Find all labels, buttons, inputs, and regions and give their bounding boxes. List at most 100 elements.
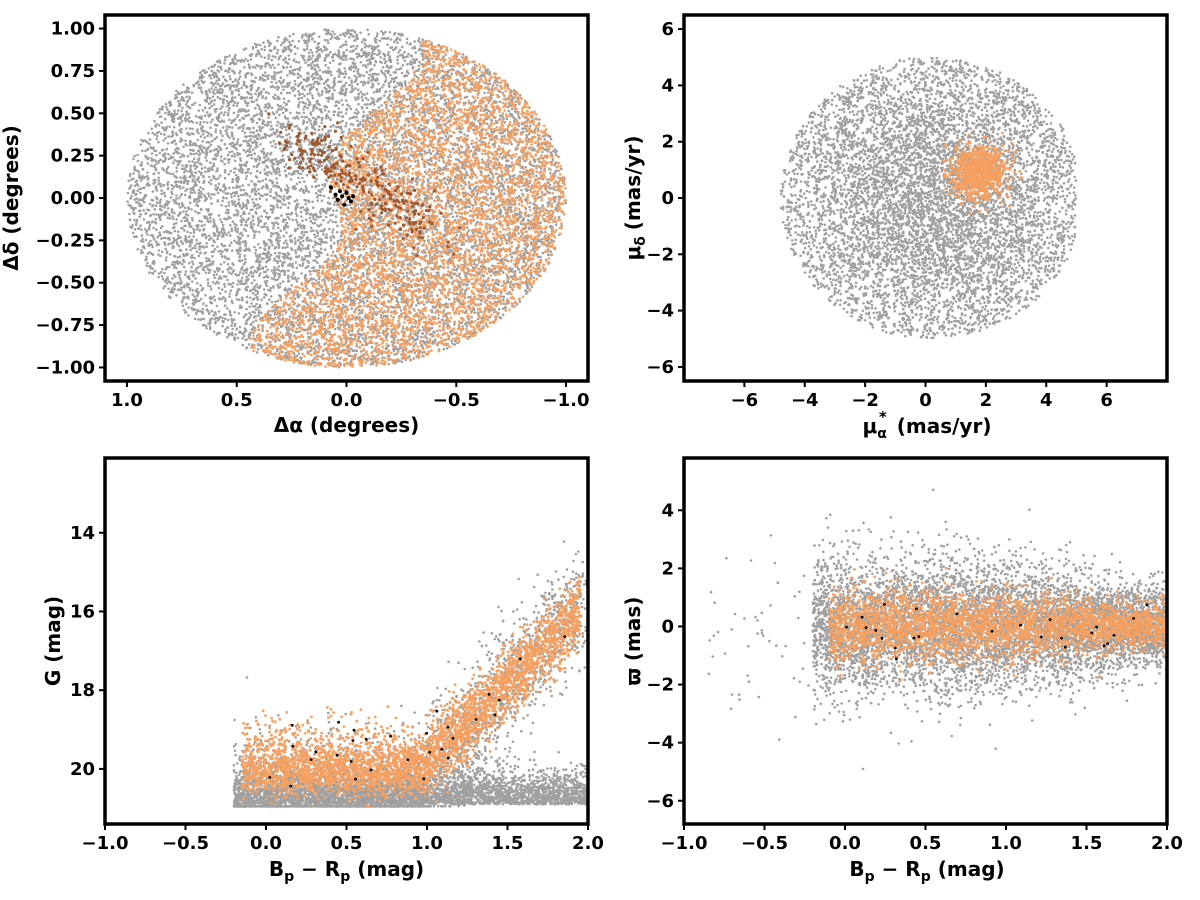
sky-point-field <box>466 134 469 137</box>
sky-point-field <box>508 266 512 270</box>
sky-point-field <box>363 42 367 46</box>
sky-point-field <box>160 250 164 254</box>
sky-point-field <box>196 138 200 142</box>
sky-point-field <box>484 203 488 206</box>
sky-point-field <box>281 264 284 268</box>
sky-point-field <box>352 147 356 150</box>
sky-point-field <box>549 137 553 141</box>
sky-point-field <box>270 231 273 235</box>
sky-point-field <box>314 243 317 247</box>
sky-point-field <box>236 101 240 105</box>
sky-point-field <box>154 240 158 243</box>
sky-point-field <box>254 293 257 297</box>
sky-point-field <box>417 242 421 245</box>
sky-point-field <box>425 205 429 208</box>
sky-point-field <box>310 278 314 281</box>
sky-point-field <box>304 315 308 319</box>
sky-point-field <box>405 41 409 44</box>
sky-point-field <box>206 134 209 138</box>
sky-point-field <box>191 160 194 163</box>
sky-point-field <box>495 182 499 186</box>
sky-point-field <box>233 239 236 243</box>
sky-point-field <box>445 131 449 135</box>
sky-point-field <box>436 329 439 333</box>
sky-point-field <box>383 94 386 97</box>
sky-point-field <box>286 245 289 248</box>
sky-point-field <box>264 65 267 68</box>
sky-point-field <box>522 258 526 262</box>
sky-point-field <box>217 145 220 148</box>
sky-point-field <box>230 227 233 230</box>
sky-point-field <box>294 218 298 222</box>
sky-point-field <box>195 238 199 242</box>
sky-point-field <box>245 322 248 325</box>
sky-point-field <box>387 362 391 366</box>
sky-point-field <box>221 126 225 129</box>
sky-point-field <box>337 107 341 110</box>
sky-point-field <box>468 205 472 209</box>
sky-point-field <box>370 67 374 71</box>
sky-point-field <box>274 217 277 220</box>
sky-point-field <box>327 221 330 224</box>
sky-point-field <box>423 150 427 153</box>
sky-point-field <box>294 251 298 255</box>
sky-point-field <box>331 97 335 100</box>
sky-point-field <box>382 72 386 75</box>
sky-point-field <box>136 159 140 163</box>
sky-point-field <box>300 96 304 100</box>
sky-point-field <box>260 47 263 51</box>
sky-point-field <box>253 135 256 138</box>
sky-point-field <box>380 104 383 107</box>
sky-point-field <box>329 50 332 54</box>
sky-point-field <box>248 147 252 151</box>
sky-point-field <box>315 106 319 110</box>
sky-point-field <box>258 171 262 174</box>
sky-point-field <box>284 125 288 129</box>
sky-point-field <box>353 74 357 78</box>
sky-point-field <box>302 180 306 183</box>
sky-point-field <box>292 294 296 297</box>
sky-point-field <box>231 281 235 285</box>
sky-point-field <box>377 347 380 351</box>
sky-point-field <box>233 155 237 158</box>
sky-point-field <box>461 288 464 291</box>
sky-point-field <box>233 167 236 170</box>
sky-point-field <box>202 265 206 269</box>
sky-point-field <box>197 188 201 192</box>
sky-point-field <box>470 316 474 319</box>
sky-point-field <box>341 306 344 310</box>
sky-point-field <box>305 211 309 215</box>
sky-point-field <box>288 81 292 85</box>
sky-point-field <box>305 85 309 88</box>
sky-point-field <box>199 86 203 89</box>
sky-point-field <box>279 147 282 150</box>
sky-point-field <box>282 194 286 198</box>
sky-point-field <box>264 222 267 225</box>
sky-point-field <box>232 111 236 115</box>
sky-point-field <box>258 205 262 208</box>
sky-point-field <box>167 287 170 291</box>
sky-point-field <box>244 57 247 61</box>
sky-point-field <box>405 74 409 78</box>
sky-point-field <box>461 53 465 56</box>
sky-point-field <box>264 193 267 196</box>
sky-point-field <box>350 307 354 310</box>
sky-point-field <box>191 262 195 266</box>
sky-point-field <box>288 57 291 61</box>
sky-point-field <box>249 266 253 270</box>
sky-point-field <box>342 51 346 54</box>
sky-point-field <box>344 112 348 115</box>
sky-point-field <box>210 317 213 320</box>
sky-point-field <box>349 292 352 296</box>
sky-point-field <box>397 339 400 342</box>
sky-point-field <box>317 184 321 187</box>
sky-point-field <box>143 227 147 231</box>
sky-point-field <box>238 71 241 75</box>
sky-point-field <box>282 78 285 82</box>
sky-point-field <box>457 283 461 287</box>
sky-points <box>126 28 567 369</box>
sky-point-field <box>310 313 314 316</box>
sky-point-field <box>175 166 178 170</box>
sky-point-field <box>265 75 269 78</box>
sky-point-field <box>236 83 239 87</box>
